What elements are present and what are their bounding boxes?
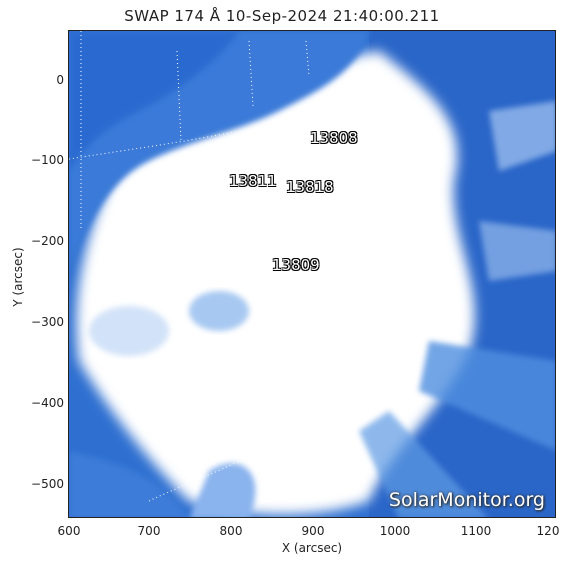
watermark-logo: SolarMonitor.org	[388, 489, 545, 511]
active-region-label: 13811	[229, 172, 277, 190]
y-tick-label: −100	[31, 153, 64, 167]
y-tick-label: −500	[31, 477, 64, 491]
active-region-label: 13809	[272, 256, 320, 274]
x-tick-label: 800	[219, 524, 243, 538]
active-region-label: 13818	[286, 178, 334, 196]
y-tick-label: 0	[56, 73, 64, 87]
x-axis-label: X (arcsec)	[281, 541, 343, 555]
x-tick-label: 700	[137, 524, 161, 538]
image-title: SWAP 174 Å 10-Sep-2024 21:40:00.211	[124, 7, 440, 25]
solar-image	[69, 31, 555, 517]
y-tick-label: −200	[31, 234, 64, 248]
x-tick-label: 1100	[460, 524, 492, 538]
solar-image-plot: SolarMonitor.org	[68, 30, 556, 518]
active-region-label: 13808	[310, 129, 358, 147]
x-tick-label: 120	[536, 524, 560, 538]
x-tick-label: 900	[301, 524, 325, 538]
y-axis-label: Y (arcsec)	[11, 247, 25, 307]
x-tick-label: 1000	[379, 524, 411, 538]
y-tick-label: −300	[31, 315, 64, 329]
y-tick-label: −400	[31, 396, 64, 410]
x-tick-label: 600	[57, 524, 81, 538]
